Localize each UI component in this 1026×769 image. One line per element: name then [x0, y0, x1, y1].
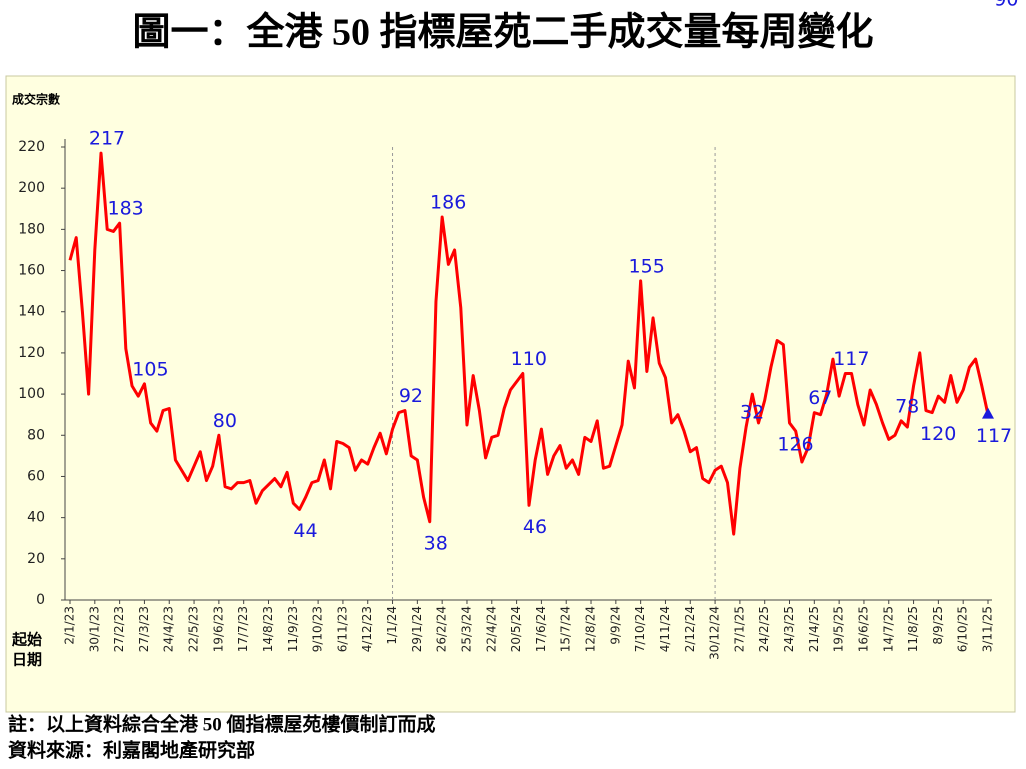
data-label: 105: [132, 358, 168, 380]
data-label: 38: [424, 532, 448, 554]
x-tick-label: 11/8/25: [906, 606, 920, 652]
y-tick-label: 20: [27, 551, 45, 567]
x-tick-label: 15/7/24: [559, 606, 573, 652]
x-tick-label: 27/1/25: [732, 606, 746, 652]
x-tick-label: 6/11/23: [335, 606, 349, 652]
x-tick-label: 30/1/23: [87, 606, 101, 652]
y-tick-label: 140: [18, 304, 45, 320]
x-tick-label: 26/2/24: [435, 606, 449, 652]
x-tick-label: 19/6/23: [211, 606, 225, 652]
x-tick-label: 25/3/24: [459, 606, 473, 652]
x-tick-label: 24/2/25: [757, 606, 771, 652]
data-label: 67: [808, 387, 832, 409]
data-label: 110: [511, 348, 547, 370]
x-tick-label: 30/12/24: [708, 606, 722, 660]
y-tick-label: 0: [36, 592, 45, 608]
data-label: 117: [976, 425, 1012, 447]
x-tick-label: 27/2/23: [112, 606, 126, 652]
data-label: 120: [920, 423, 956, 445]
data-label: 78: [895, 395, 919, 417]
x-tick-label: 8/9/25: [931, 606, 945, 645]
data-label: 44: [293, 520, 317, 542]
x-tick-label: 29/1/24: [410, 606, 424, 652]
x-tick-label: 4/12/23: [360, 606, 374, 652]
y-tick-label: 40: [27, 510, 45, 526]
x-axis-label: 日期: [12, 651, 42, 669]
x-tick-label: 24/4/23: [162, 606, 176, 652]
x-tick-label: 14/8/23: [261, 606, 275, 652]
x-tick-label: 12/8/24: [584, 606, 598, 652]
data-label: 186: [430, 192, 466, 214]
x-tick-label: 24/3/25: [782, 606, 796, 652]
data-label: 155: [629, 255, 665, 277]
x-tick-label: 17/6/24: [534, 606, 548, 652]
y-tick-label: 120: [18, 345, 45, 361]
x-tick-label: 4/11/24: [658, 606, 672, 652]
x-tick-label: 9/10/23: [311, 606, 325, 652]
x-tick-label: 17/7/23: [236, 606, 250, 652]
data-label: 32: [740, 402, 764, 424]
x-tick-label: 6/10/25: [956, 606, 970, 652]
x-tick-label: 20/5/24: [509, 606, 523, 652]
x-tick-label: 14/7/25: [881, 606, 895, 652]
data-label: 46: [523, 516, 547, 538]
chart-title: 圖一：全港 50 指標屋苑二手成交量每周變化: [132, 11, 873, 54]
end-marker: [982, 407, 994, 419]
y-axis-label: 成交宗數: [12, 92, 60, 107]
x-tick-label: 3/11/25: [981, 606, 995, 652]
x-tick-label: 27/3/23: [137, 606, 151, 652]
data-label: 183: [107, 198, 143, 220]
data-label: 126: [777, 433, 813, 455]
y-tick-label: 100: [18, 386, 45, 402]
y-tick-label: 160: [18, 263, 45, 279]
footnote: 註：以上資料綜合全港 50 個指標屋苑樓價制訂而成: [8, 712, 436, 735]
y-tick-label: 220: [18, 139, 45, 155]
data-label: 217: [89, 128, 125, 150]
data-line: [68, 151, 990, 536]
source-note: 資料來源：利嘉閣地產研究部: [8, 738, 255, 761]
y-tick-label: 200: [18, 180, 45, 196]
x-tick-label: 22/5/23: [187, 606, 201, 652]
x-tick-label: 19/5/25: [832, 606, 846, 652]
x-tick-label: 2/12/24: [683, 606, 697, 652]
y-tick-label: 80: [27, 427, 45, 443]
x-tick-label: 11/9/23: [286, 606, 300, 652]
y-tick-label: 60: [27, 468, 45, 484]
data-label: 92: [399, 385, 423, 407]
x-tick-label: 7/10/24: [633, 606, 647, 652]
y-tick-label: 180: [18, 221, 45, 237]
x-axis-label: 起始: [11, 631, 42, 649]
x-tick-label: 16/6/25: [856, 606, 870, 652]
x-tick-label: 9/9/24: [608, 606, 622, 645]
data-label: 80: [213, 410, 237, 432]
x-tick-label: 2/1/23: [63, 606, 77, 645]
x-tick-label: 21/4/25: [807, 606, 821, 652]
x-tick-label: 22/4/24: [484, 606, 498, 652]
data-label: 90: [994, 0, 1018, 11]
data-label: 117: [833, 348, 869, 370]
x-tick-label: 1/1/24: [385, 606, 399, 645]
